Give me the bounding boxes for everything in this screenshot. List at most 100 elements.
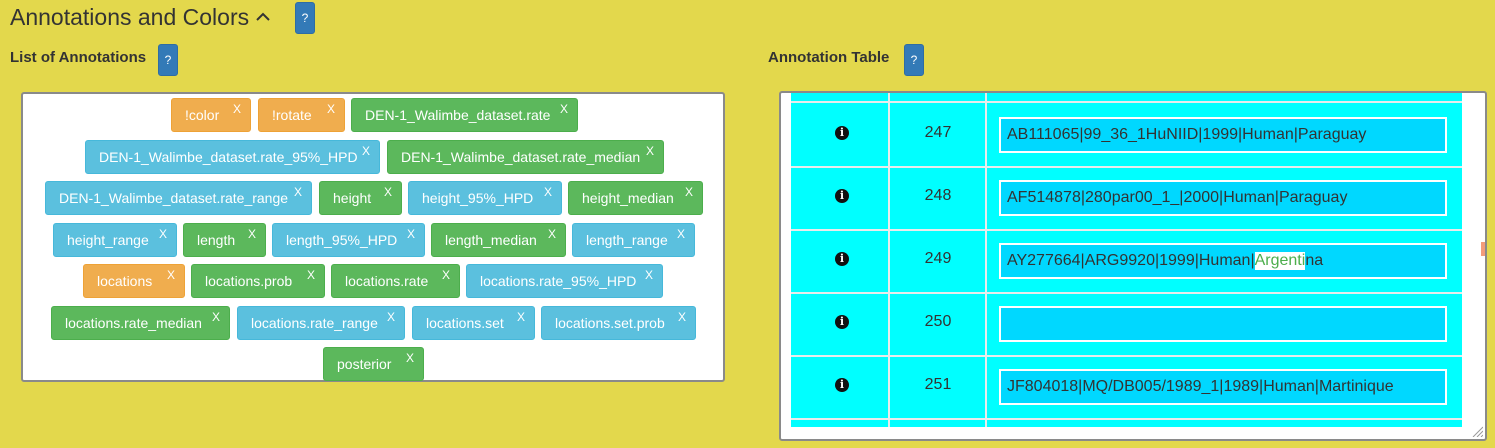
annotation-cell-input[interactable]: JF804018|MQ/DB005/1989_1|1989|Human|Mart… [999,369,1447,405]
annotation-label: height_range [67,232,149,248]
annotation-label: DEN-1_Walimbe_dataset.rate_95%_HPD [99,149,358,165]
annotation-label: DEN-1_Walimbe_dataset.rate [365,107,551,123]
annotation-label: length_median [445,232,537,248]
row-number: 249 [924,250,952,267]
annotation-tag[interactable]: DEN-1_Walimbe_dataset.rate_95%_HPD X [85,140,380,174]
help-button-table[interactable]: ? [904,44,924,76]
help-button-section[interactable]: ? [295,2,315,34]
annotation-label: locations.rate_range [251,315,378,331]
cell-text: na [1305,252,1324,269]
annotation-tag[interactable]: locations.rate X [331,264,460,298]
annotation-label: height [333,190,372,206]
annotation-tag[interactable]: locations.set X [412,306,535,340]
annotation-label: locations.set.prob [555,315,665,331]
remove-tag-button[interactable]: X [644,268,653,282]
column-divider [888,93,890,427]
remove-tag-button[interactable]: X [684,185,693,199]
row-number: 250 [924,313,952,330]
cell-text: AY277664|ARG9920|1999|Human| [1007,252,1255,269]
remove-tag-button[interactable]: X [547,227,556,241]
annotation-tag[interactable]: height_median X [568,181,703,215]
annotation-label: length [197,232,236,248]
remove-tag-button[interactable]: X [361,144,370,158]
annotation-tag[interactable]: height_95%_HPD X [408,181,562,215]
annotation-cell-input[interactable]: AB111065|99_36_1HuNIID|1999|Human|Paragu… [999,117,1447,153]
annotation-cell-input[interactable]: AF514878|280par00_1_|2000|Human|Paraguay [999,180,1447,216]
remove-tag-button[interactable]: X [293,185,302,199]
annotation-tag[interactable]: length_95%_HPD X [272,223,425,257]
annotation-label: locations.rate_median [65,315,202,331]
annotation-tag[interactable]: height X [319,181,402,215]
scroll-marker[interactable] [1481,242,1485,256]
remove-tag-button[interactable]: X [406,227,415,241]
remove-tag-button[interactable]: X [166,268,175,282]
annotation-label: locations.prob [205,273,293,289]
remove-tag-button[interactable]: X [383,185,392,199]
section-header: Annotations and Colors [10,0,271,34]
annotation-tag[interactable]: locations.prob X [191,264,325,298]
row-divider [791,166,1462,168]
annotation-tag[interactable]: locations.rate_95%_HPD X [466,264,663,298]
annotation-tag[interactable]: !rotate X [258,98,345,132]
table-body: i 247 AB111065|99_36_1HuNIID|1999|Human|… [791,93,1462,427]
annotation-label: DEN-1_Walimbe_dataset.rate_range [59,190,289,206]
info-circle-icon[interactable]: i [835,252,849,266]
row-number: 248 [924,187,952,204]
remove-tag-button[interactable]: X [326,102,335,116]
annotation-label: locations.rate [345,273,429,289]
info-circle-icon[interactable]: i [835,126,849,140]
search-highlight: Argenti [1254,252,1306,270]
remove-tag-button[interactable]: X [559,102,568,116]
section-title: Annotations and Colors [10,3,250,30]
remove-tag-button[interactable]: X [543,185,552,199]
remove-tag-button[interactable]: X [441,268,450,282]
annotation-tag[interactable]: length_median X [431,223,566,257]
info-circle-icon[interactable]: i [835,315,849,329]
annotation-tag[interactable]: posterior X [323,347,424,381]
row-divider [791,418,1462,420]
annotation-table: i 247 AB111065|99_36_1HuNIID|1999|Human|… [779,91,1487,441]
annotation-tag[interactable]: DEN-1_Walimbe_dataset.rate_range X [45,181,312,215]
remove-tag-button[interactable]: X [247,227,256,241]
annotation-label: locations [97,273,153,289]
annotation-label: !rotate [272,107,312,123]
annotation-tag[interactable]: length X [183,223,266,257]
annotation-tag[interactable]: locations.set.prob X [541,306,696,340]
remove-tag-button[interactable]: X [158,227,167,241]
annotation-tag[interactable]: locations X [83,264,185,298]
remove-tag-button[interactable]: X [676,227,685,241]
row-divider [791,292,1462,294]
remove-tag-button[interactable]: X [677,310,686,324]
annotation-label: length_range [586,232,668,248]
remove-tag-button[interactable]: X [211,310,220,324]
remove-tag-button[interactable]: X [306,268,315,282]
row-divider [791,229,1462,231]
table-heading: Annotation Table [768,49,890,66]
annotation-tag[interactable]: DEN-1_Walimbe_dataset.rate_median X [387,140,664,174]
info-circle-icon[interactable]: i [835,378,849,392]
annotation-cell-input[interactable]: AY277664|ARG9920|1999|Human| Argenti na [999,243,1447,279]
annotation-tag[interactable]: locations.rate_range X [237,306,405,340]
list-heading: List of Annotations [10,49,147,66]
row-number: 251 [924,376,952,393]
annotation-tag[interactable]: DEN-1_Walimbe_dataset.rate X [351,98,578,132]
annotation-label: locations.set [426,315,504,331]
remove-tag-button[interactable]: X [645,144,654,158]
remove-tag-button[interactable]: X [232,102,241,116]
annotation-tag[interactable]: locations.rate_median X [51,306,230,340]
annotation-tag[interactable]: height_range X [53,223,177,257]
remove-tag-button[interactable]: X [405,351,414,365]
resize-grip-icon[interactable] [1471,425,1483,437]
annotation-tag[interactable]: !color X [171,98,251,132]
info-circle-icon[interactable]: i [835,189,849,203]
annotation-cell-input[interactable] [999,306,1447,342]
annotation-list: !color X !rotate X DEN-1_Walimbe_dataset.r… [21,92,725,382]
remove-tag-button[interactable]: X [386,310,395,324]
help-button-list[interactable]: ? [158,44,178,76]
annotation-label: length_95%_HPD [286,232,398,248]
chevron-up-icon[interactable] [255,9,271,25]
annotation-tag[interactable]: length_range X [572,223,695,257]
annotation-label: !color [185,107,220,123]
annotation-label: height_95%_HPD [422,190,534,206]
remove-tag-button[interactable]: X [516,310,525,324]
